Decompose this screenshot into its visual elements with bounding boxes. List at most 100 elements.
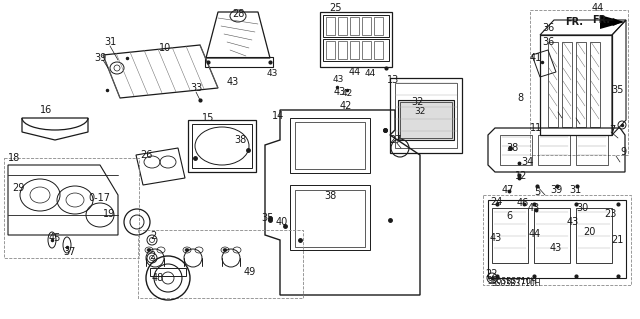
Text: 31: 31 bbox=[104, 37, 116, 47]
Text: 29: 29 bbox=[12, 183, 24, 193]
Bar bbox=[205, 57, 273, 67]
Text: 38: 38 bbox=[234, 135, 246, 145]
Bar bbox=[576, 208, 612, 263]
Bar bbox=[290, 185, 370, 250]
Polygon shape bbox=[600, 15, 625, 29]
Text: 28: 28 bbox=[232, 9, 244, 19]
Bar bbox=[138, 230, 303, 298]
Bar bbox=[290, 118, 370, 173]
Text: 32: 32 bbox=[414, 108, 426, 116]
Text: 39: 39 bbox=[94, 53, 106, 63]
Text: 44: 44 bbox=[364, 70, 376, 78]
Ellipse shape bbox=[185, 249, 189, 251]
Bar bbox=[500, 135, 532, 165]
Text: 44: 44 bbox=[349, 67, 361, 77]
Bar bbox=[295, 122, 365, 169]
Text: 47: 47 bbox=[502, 185, 514, 195]
Bar bbox=[4, 158, 139, 258]
Bar bbox=[150, 268, 186, 276]
Text: 2: 2 bbox=[149, 251, 155, 261]
Bar bbox=[326, 41, 335, 59]
Text: 19: 19 bbox=[103, 209, 115, 219]
Bar bbox=[548, 42, 558, 127]
Text: 31: 31 bbox=[569, 185, 581, 195]
Bar bbox=[400, 102, 452, 138]
Bar bbox=[362, 17, 371, 35]
Bar bbox=[338, 41, 347, 59]
Text: 43: 43 bbox=[332, 76, 344, 85]
Bar bbox=[374, 41, 383, 59]
Text: 11: 11 bbox=[530, 123, 542, 133]
Text: 40: 40 bbox=[276, 217, 288, 227]
Ellipse shape bbox=[147, 249, 151, 251]
Text: 32: 32 bbox=[412, 97, 424, 107]
Text: 36: 36 bbox=[542, 23, 554, 33]
Text: 41: 41 bbox=[530, 53, 542, 63]
Bar bbox=[320, 12, 392, 67]
Text: 10: 10 bbox=[159, 43, 171, 53]
Bar bbox=[350, 17, 359, 35]
Text: 18: 18 bbox=[8, 153, 20, 163]
Bar bbox=[323, 39, 389, 61]
Text: 43: 43 bbox=[266, 69, 278, 78]
Text: 34: 34 bbox=[521, 157, 533, 167]
Text: 42: 42 bbox=[341, 88, 353, 98]
Bar bbox=[323, 15, 389, 37]
Text: FR.: FR. bbox=[592, 15, 610, 25]
Bar bbox=[576, 135, 608, 165]
Text: 43: 43 bbox=[567, 217, 579, 227]
Bar bbox=[350, 41, 359, 59]
Text: 44: 44 bbox=[592, 3, 604, 13]
Bar bbox=[483, 195, 631, 285]
Bar bbox=[326, 17, 335, 35]
Text: 0-17: 0-17 bbox=[88, 193, 110, 203]
Text: 2: 2 bbox=[150, 231, 156, 241]
Bar bbox=[590, 42, 600, 127]
Bar bbox=[530, 10, 628, 155]
Text: 20: 20 bbox=[583, 227, 595, 237]
Text: 43: 43 bbox=[490, 233, 502, 243]
Text: 5: 5 bbox=[534, 187, 540, 197]
Ellipse shape bbox=[223, 249, 227, 251]
Text: 8: 8 bbox=[517, 93, 523, 103]
Bar bbox=[374, 17, 383, 35]
Text: 6: 6 bbox=[506, 211, 512, 221]
Text: 38: 38 bbox=[324, 191, 336, 201]
Bar bbox=[395, 83, 457, 148]
Text: 35: 35 bbox=[262, 213, 274, 223]
Text: 22: 22 bbox=[486, 269, 499, 279]
Text: 43: 43 bbox=[550, 243, 562, 253]
Bar bbox=[192, 124, 252, 168]
Text: 44: 44 bbox=[529, 229, 541, 239]
Bar bbox=[390, 78, 462, 153]
Text: 38: 38 bbox=[506, 143, 518, 153]
Text: 13: 13 bbox=[387, 75, 399, 85]
Text: 36: 36 bbox=[542, 37, 554, 47]
Bar bbox=[338, 17, 347, 35]
Text: 21: 21 bbox=[611, 235, 623, 245]
Text: 43: 43 bbox=[334, 87, 346, 97]
Text: 16: 16 bbox=[40, 105, 52, 115]
Text: 35: 35 bbox=[612, 85, 624, 95]
Text: 23: 23 bbox=[604, 209, 616, 219]
Text: 7: 7 bbox=[609, 125, 615, 135]
Bar bbox=[576, 42, 586, 127]
Text: SS03B3710H: SS03B3710H bbox=[492, 279, 541, 288]
Text: 27: 27 bbox=[388, 135, 401, 145]
Text: 26: 26 bbox=[140, 150, 152, 160]
Bar bbox=[540, 35, 612, 135]
Text: 12: 12 bbox=[515, 171, 527, 181]
Text: 43: 43 bbox=[528, 203, 540, 213]
Text: 46: 46 bbox=[517, 198, 529, 208]
Text: 25: 25 bbox=[329, 3, 341, 13]
Bar bbox=[562, 42, 572, 127]
Bar bbox=[492, 208, 528, 263]
Text: 43: 43 bbox=[227, 77, 239, 87]
Text: FR.: FR. bbox=[565, 17, 583, 27]
Text: 45: 45 bbox=[49, 233, 61, 243]
Text: 39: 39 bbox=[550, 185, 562, 195]
Bar bbox=[538, 135, 570, 165]
Text: 30: 30 bbox=[576, 203, 588, 213]
Text: 9: 9 bbox=[620, 147, 626, 157]
Text: 42: 42 bbox=[340, 101, 352, 111]
